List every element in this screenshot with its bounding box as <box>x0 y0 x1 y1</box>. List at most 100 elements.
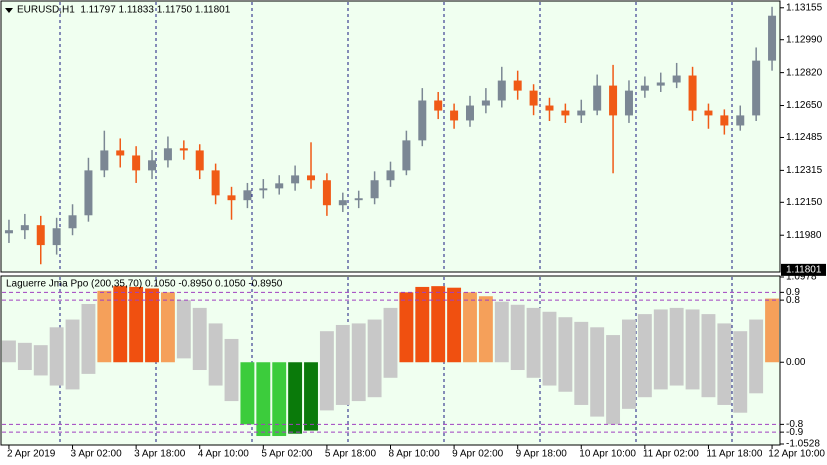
candle-body <box>259 188 268 191</box>
indicator-bar <box>160 292 175 363</box>
last-price-label: 1.11801 <box>786 265 822 276</box>
indicator-bar <box>240 362 255 425</box>
indicator-bar <box>478 296 493 363</box>
y-tick-label: 1.0978 <box>786 272 817 283</box>
indicator-bar <box>33 345 48 376</box>
indicator-bar <box>749 319 764 394</box>
indicator-bar <box>542 311 557 386</box>
indicator-bar <box>415 286 430 363</box>
indicator-bar <box>17 342 32 371</box>
candle-body <box>609 85 618 116</box>
candle-body <box>529 90 538 106</box>
candle-body <box>577 110 586 116</box>
candle-body <box>179 148 188 151</box>
candle-body <box>624 90 633 116</box>
candle-body <box>307 175 316 181</box>
candle-body <box>36 225 45 246</box>
y-tick-label: 0.00 <box>786 357 806 368</box>
candle-body <box>561 110 570 116</box>
indicator-bar <box>224 338 239 402</box>
candle-body <box>52 228 61 246</box>
x-tick-label: 4 Apr 10:00 <box>198 449 250 460</box>
candle-body <box>656 82 665 86</box>
indicator-bar <box>383 307 398 378</box>
y-tick-label: -1.0528 <box>786 439 820 450</box>
candle-body <box>148 160 157 171</box>
candle-body <box>195 150 204 171</box>
candle-body <box>768 15 777 61</box>
candle-body <box>593 85 602 111</box>
candle-body <box>704 110 713 116</box>
indicator-bar <box>272 362 287 437</box>
y-tick-label: 0.9 <box>786 287 800 298</box>
x-tick-label: 11 Apr 02:00 <box>643 449 699 460</box>
y-tick-label: 1.11980 <box>786 230 822 241</box>
y-tick-label: 1.12315 <box>786 165 823 176</box>
indicator-bar <box>574 321 589 405</box>
indicator-bar <box>351 323 366 402</box>
candle-body <box>752 60 761 116</box>
last-price-box <box>781 263 826 276</box>
indicator-bar <box>733 331 748 413</box>
candle-body <box>465 105 474 121</box>
indicator-bar <box>717 323 732 405</box>
indicator-bar <box>637 314 652 398</box>
candle-body <box>672 75 681 83</box>
x-tick-label: 12 Apr 10:00 <box>768 449 825 460</box>
indicator-bar <box>463 292 477 363</box>
candle-body <box>4 230 13 234</box>
indicator-bar <box>97 290 112 363</box>
indicator-bar <box>431 286 446 363</box>
candle-body <box>497 80 506 101</box>
y-tick-label: 1.13155 <box>786 2 823 13</box>
indicator-bar <box>49 327 64 386</box>
indicator-bar <box>399 292 414 363</box>
candle-body <box>720 115 729 126</box>
indicator-bar <box>526 307 541 378</box>
symbol-menu-icon[interactable] <box>5 8 13 13</box>
candle-body <box>354 198 363 201</box>
candle-body <box>20 225 29 231</box>
candle-body <box>386 170 395 181</box>
candle-body <box>338 200 347 206</box>
indicator-bar <box>590 327 605 417</box>
candle-body <box>736 115 745 126</box>
x-tick-label: 2 Apr 2019 <box>7 449 56 460</box>
price-title: EURUSD,H1 1.11797 1.11833 1.11750 1.1180… <box>17 5 231 16</box>
y-tick-label: -0.9 <box>786 427 804 438</box>
candle-body <box>132 155 141 171</box>
candle-body <box>291 175 300 184</box>
indicator-bar <box>319 331 334 411</box>
indicator-bar <box>192 307 207 371</box>
candle-body <box>322 180 331 206</box>
y-tick-label: -0.8 <box>786 419 804 430</box>
indicator-bar <box>701 314 716 398</box>
indicator-bar <box>113 286 128 363</box>
candle-body <box>640 85 649 91</box>
indicator-bar <box>558 317 573 392</box>
candle-body <box>513 80 522 91</box>
x-tick-label: 5 Apr 02:00 <box>261 449 313 460</box>
indicator-bar <box>765 298 779 363</box>
candle-body <box>688 75 697 111</box>
indicator-bar <box>494 301 509 363</box>
candle-body <box>84 170 93 216</box>
indicator-bar <box>65 319 80 390</box>
x-tick-label: 11 Apr 18:00 <box>706 449 762 460</box>
candle-body <box>402 140 411 171</box>
indicator-title: Laguerre Jma Ppo (200,35,70) 0.1050 -0.8… <box>6 279 283 290</box>
x-tick-label: 3 Apr 18:00 <box>134 449 186 460</box>
indicator-bar <box>288 362 303 434</box>
x-tick-label: 10 Apr 10:00 <box>579 449 636 460</box>
candle-body <box>545 105 554 111</box>
indicator-bar <box>335 324 350 405</box>
indicator-bar <box>2 340 16 363</box>
indicator-bar <box>606 335 621 425</box>
x-tick-label: 8 Apr 10:00 <box>389 449 441 460</box>
indicator-bar <box>208 323 223 386</box>
indicator-bar <box>256 362 271 437</box>
y-tick-label: 1.12990 <box>786 34 823 45</box>
candle-body <box>227 195 236 201</box>
indicator-bar <box>367 319 382 398</box>
